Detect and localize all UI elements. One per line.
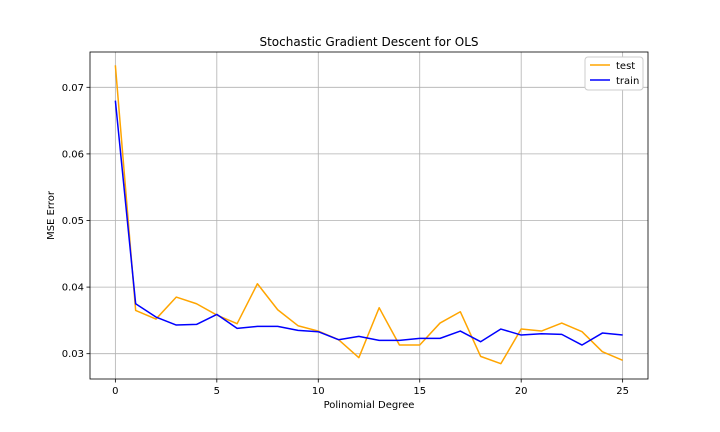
y-tick-label: 0.04 (62, 283, 84, 294)
y-tick-label: 0.06 (62, 149, 84, 160)
x-tick-label: 20 (515, 386, 528, 397)
legend: test train (584, 56, 644, 91)
y-axis-label: MSE Error (46, 190, 57, 240)
plot-area (90, 52, 648, 379)
chart-title: Stochastic Gradient Descent for OLS (259, 35, 478, 49)
x-tick-label: 0 (112, 386, 118, 397)
grid (90, 52, 648, 379)
plot-frame (89, 51, 649, 380)
x-tick-label: 5 (214, 386, 220, 397)
y-tick-label: 0.07 (62, 83, 84, 94)
x-tick-label: 15 (413, 386, 426, 397)
x-tick-label: 25 (616, 386, 629, 397)
series-line-test (114, 65, 623, 365)
legend-test-label: test (616, 61, 635, 72)
x-tick-label: 10 (312, 386, 325, 397)
x-axis-label: Polinomial Degree (324, 400, 415, 411)
ticks: 0 5 10 15 20 25 0.03 0.04 0.05 0.06 0.07 (62, 83, 629, 397)
series-line-train (114, 100, 623, 346)
y-tick-label: 0.03 (62, 349, 84, 360)
y-tick-label: 0.05 (62, 216, 84, 227)
series-layer (114, 65, 623, 365)
legend-train-label: train (616, 76, 639, 87)
